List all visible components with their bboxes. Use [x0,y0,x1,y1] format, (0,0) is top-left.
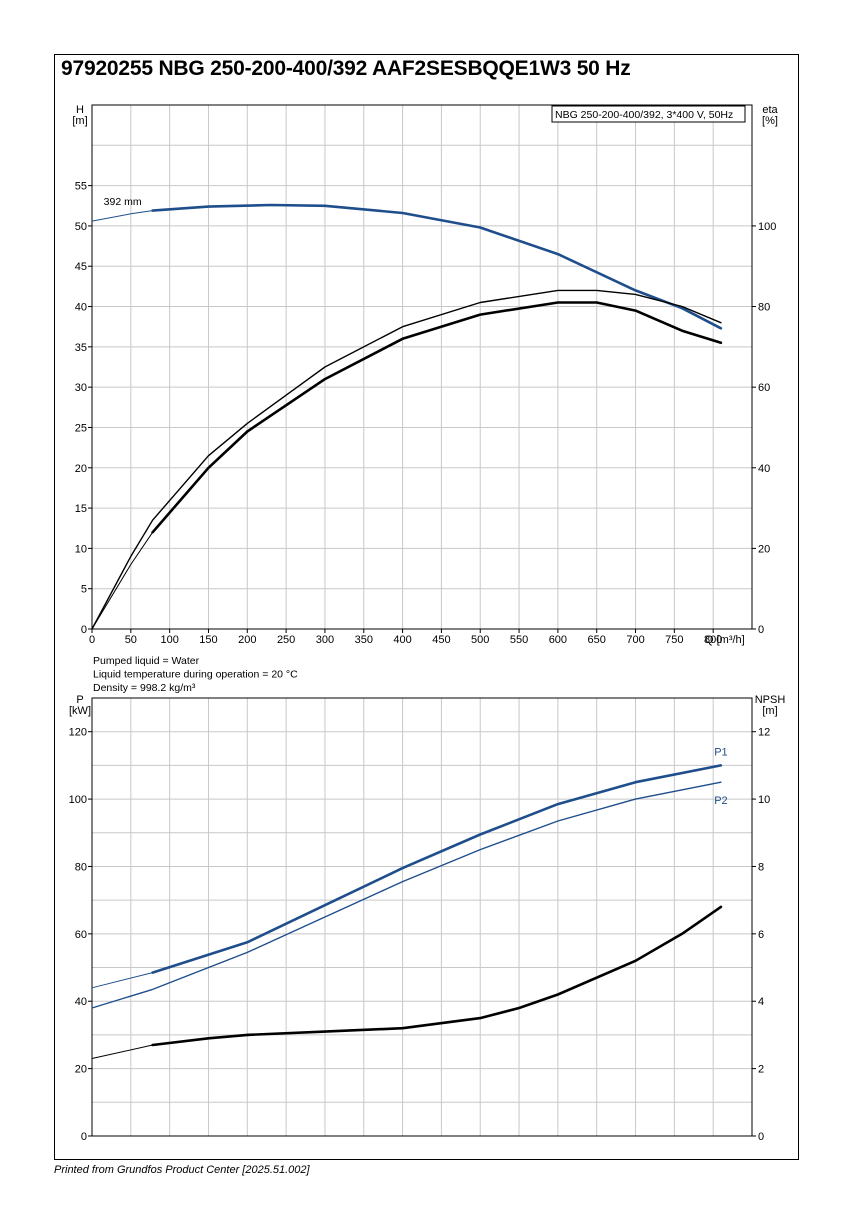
x-tick-label: 550 [510,634,528,646]
x-tick-label: 800 [704,634,722,646]
y-right-tick-label: 0 [758,1131,764,1143]
x-tick-label: 0 [89,634,95,646]
y-right-tick-label: 4 [758,996,764,1008]
y-left-tick-label: 5 [81,584,87,596]
y-left-tick-label: 20 [75,1064,87,1076]
P1-curve-extension [91,972,153,989]
P1-label: P1 [714,746,727,758]
y-right-tick-label: 20 [758,543,770,555]
y-left-tick-label: 100 [69,794,87,806]
npsh-curve-extension [91,1044,153,1059]
x-tick-label: 700 [626,634,644,646]
head-curve-extension [91,210,153,222]
right-axis-unit: [%] [762,115,778,127]
y-left-tick-label: 25 [75,422,87,434]
x-tick-label: 400 [393,634,411,646]
y-right-tick-label: 8 [758,861,764,873]
P2-curve [91,781,722,1009]
y-left-tick-label: 0 [81,624,87,636]
right-axis-label: eta [762,104,778,116]
liquid-note: Density = 998.2 kg/m³ [93,682,196,694]
y-left-tick-label: 0 [81,1131,87,1143]
y-right-tick-label: 40 [758,463,770,475]
y-right-tick-label: 2 [758,1064,764,1076]
x-tick-label: 600 [549,634,567,646]
x-tick-label: 750 [665,634,683,646]
eta-curve-extension [91,532,154,630]
x-tick-label: 650 [588,634,606,646]
x-tick-label: 250 [277,634,295,646]
footer-note: Printed from Grundfos Product Center [20… [54,1164,310,1176]
y-left-tick-label: 10 [75,543,87,555]
y-left-tick-label: 120 [69,727,87,739]
y-right-tick-label: 60 [758,382,770,394]
right-axis-unit: [m] [762,705,777,717]
left-axis-label: P [76,694,83,706]
right-axis-label: NPSH [755,694,786,706]
P2-label: P2 [714,795,727,807]
legend-box-text: NBG 250-200-400/392, 3*400 V, 50Hz [555,109,733,121]
y-right-tick-label: 80 [758,302,770,314]
left-axis-label: H [76,104,84,116]
impeller-diameter-label: 392 mm [104,196,142,208]
y-left-tick-label: 45 [75,261,87,273]
chart-title: 97920255 NBG 250-200-400/392 AAF2SESBQQE… [61,57,631,80]
left-axis-unit: [m] [72,115,87,127]
liquid-note: Pumped liquid = Water [93,655,200,667]
y-left-tick-label: 40 [75,302,87,314]
chart-frame [54,54,799,1160]
y-left-tick-label: 15 [75,503,87,515]
x-tick-label: 300 [316,634,334,646]
P1-curve [151,764,723,974]
y-left-tick-label: 60 [75,929,87,941]
y-left-tick-label: 35 [75,342,87,354]
liquid-note: Liquid temperature during operation = 20… [93,669,298,681]
left-axis-unit: [kW] [69,705,91,717]
npsh-curve [151,905,723,1047]
plot-area [91,697,753,1137]
eta-curve [151,301,723,534]
eta-outer-curve [91,289,722,630]
x-axis-label: Q [m³/h] [705,634,745,646]
legend-box [551,105,746,123]
y-left-tick-label: 40 [75,996,87,1008]
x-tick-label: 100 [160,634,178,646]
y-left-tick-label: 80 [75,861,87,873]
y-right-tick-label: 10 [758,794,770,806]
x-tick-label: 350 [355,634,373,646]
x-tick-label: 50 [125,634,137,646]
y-left-tick-label: 55 [75,181,87,193]
x-tick-label: 150 [199,634,217,646]
y-right-tick-label: 12 [758,727,770,739]
y-left-tick-label: 30 [75,382,87,394]
y-left-tick-label: 20 [75,463,87,475]
x-tick-label: 450 [432,634,450,646]
plot-area [91,104,753,630]
x-tick-label: 200 [238,634,256,646]
y-right-tick-label: 0 [758,624,764,636]
y-right-tick-label: 100 [758,221,776,233]
x-tick-label: 500 [471,634,489,646]
y-right-tick-label: 6 [758,929,764,941]
head-curve [151,203,723,330]
y-left-tick-label: 50 [75,221,87,233]
